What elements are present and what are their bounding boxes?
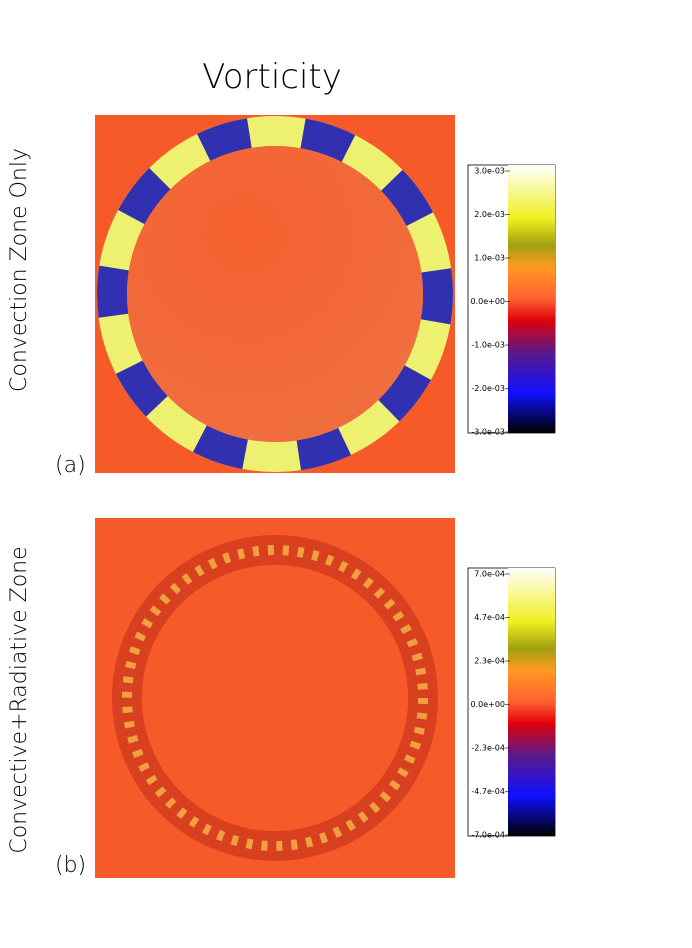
tag-b: (b) [55,853,86,878]
colorbar-tick-label: 0.0e+00 [470,700,505,709]
colorbar-tick-label: 3.0e-03 [474,167,505,176]
colorbar-tick-label: -4.7e-04 [471,787,505,796]
colorbar-tick-label: 0.0e+00 [470,297,505,306]
colorbar-tick-label: -3.0e-03 [471,428,505,437]
turbulent-eddies [122,545,428,851]
panel-a-interior [127,146,423,442]
colorbar-b [508,568,555,836]
colorbar-tick-label: -1.0e-03 [471,341,505,350]
colorbar-tick-label: -2.3e-04 [471,744,505,753]
colorbar-tick-label: -2.0e-03 [471,384,505,393]
tag-a: (a) [55,453,86,478]
title: Vorticity [202,57,342,97]
colorbar-tick-label: 7.0e-04 [474,570,505,579]
colorbar-a [508,165,555,433]
colorbar-tick-label: 2.0e-03 [474,210,505,219]
radiative-interior [142,565,408,831]
negative-vortex-cells [97,116,453,472]
colorbar-tick-label: 2.3e-04 [474,657,505,666]
ylabel-b: Convective+Radiative Zone [7,546,32,853]
colorbar-tick-label: 1.0e-03 [474,254,505,263]
colorbar-tick-label: 4.7e-04 [474,613,505,622]
ylabel-a: Convection Zone Only [7,148,32,392]
colorbar-tick-label: -7.0e-04 [471,831,505,840]
